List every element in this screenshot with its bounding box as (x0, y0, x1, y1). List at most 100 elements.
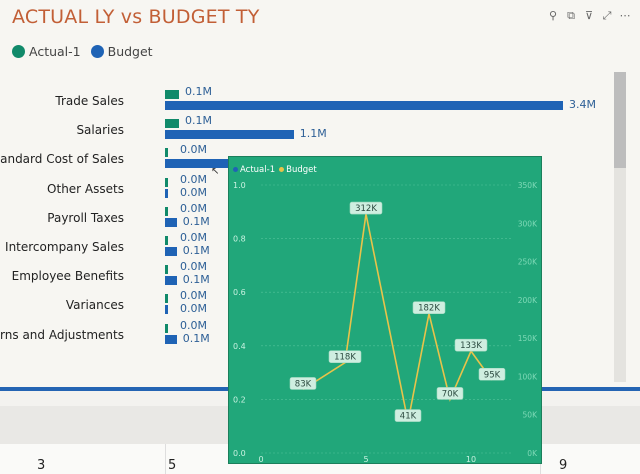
y-tick-right: 350K (518, 181, 538, 190)
bar-actual[interactable] (165, 265, 168, 275)
bar-budget[interactable] (165, 305, 168, 315)
bar-actual[interactable] (165, 206, 168, 216)
y-tick-left: 0.2 (233, 395, 246, 404)
data-label-box (478, 367, 506, 381)
category-label: Employee Benefits (11, 269, 124, 284)
y-tick-left: 0.0 (233, 449, 246, 458)
legend-item-budget[interactable]: Budget (90, 44, 153, 59)
chart-scrollbar[interactable] (614, 72, 626, 382)
copy-icon[interactable]: ⧉ (567, 9, 575, 22)
data-label-actual: 0.0M (180, 318, 207, 332)
bar-row[interactable]: Variances 0.0M 0.0M (0, 289, 610, 318)
data-label-actual: 0.1M (185, 114, 212, 128)
filter-icon[interactable]: ⊽ (584, 9, 594, 22)
data-label-actual: 0.0M (180, 289, 207, 303)
data-label-box (454, 338, 488, 352)
bar-budget[interactable] (165, 101, 563, 110)
bar-row[interactable]: Employee Benefits 0.0M 0.1M (0, 260, 610, 289)
bar-budget[interactable] (165, 276, 177, 286)
data-label: 83K (295, 379, 312, 389)
bar-row[interactable]: Intercompany Sales 0.0M 0.1M (0, 231, 610, 260)
data-label-box (349, 201, 383, 215)
legend-label-budget: Budget (107, 44, 153, 59)
data-label-actual: 0.0M (180, 172, 207, 186)
category-label: Salaries (76, 123, 124, 138)
budget-line (302, 213, 493, 422)
pin-icon[interactable]: ⚲ (548, 9, 558, 22)
bar-budget[interactable] (165, 159, 271, 169)
chart-title: ACTUAL LY vs BUDGET TY (12, 6, 260, 28)
data-label: 70K (442, 389, 459, 399)
category-label: Variances (65, 298, 124, 313)
y-tick-right: 300K (518, 219, 538, 228)
y-tick-left: 0.6 (233, 288, 246, 297)
category-label: Intercompany Sales (5, 240, 124, 254)
mouse-cursor-icon: ↖ (211, 166, 220, 177)
visual-header-icons: ⚲ ⧉ ⊽ ⤢ ⋯ (546, 9, 632, 23)
legend-label-actual: Actual-1 (29, 44, 81, 59)
tooltip-chart-svg: 1.0 0.8 0.6 0.4 0.2 0.0 350K 300K 250K 200K 150K 10… (233, 181, 539, 463)
y-tick-left: 0.4 (233, 342, 246, 351)
y-tick-right: 50K (523, 411, 539, 420)
data-label-box (412, 301, 446, 314)
more-options-icon[interactable]: ⋯ (619, 9, 631, 22)
chart-legend: Actual-1 Budget (12, 44, 153, 59)
category-label: Standard Cost of Sales (0, 152, 124, 167)
bar-budget[interactable] (165, 247, 177, 256)
category-label: Payroll Taxes (47, 210, 124, 225)
bar-budget[interactable] (165, 188, 168, 198)
category-label: Other Assets (47, 181, 124, 196)
category-label: Trade Sales (55, 94, 124, 108)
bar-budget[interactable] (165, 334, 177, 344)
bar-row[interactable]: Returns and Adjustments 0.0M0.1M (0, 319, 610, 348)
tooltip-legend: Actual-1 Budget (233, 165, 317, 175)
data-label-budget: 0.1M (182, 273, 210, 287)
bar-actual[interactable] (165, 90, 179, 99)
scrollbar-thumb[interactable] (614, 72, 626, 168)
focus-mode-icon[interactable]: ⤢ (602, 9, 612, 22)
tooltip-legend-actual: Actual-1 (233, 165, 275, 175)
y-tick-left: 1.0 (233, 181, 246, 190)
legend-item-actual[interactable]: Actual-1 (12, 44, 81, 59)
bar-row[interactable]: Standard Cost of Sales 0.0M (0, 143, 610, 172)
y-tick-right: 100K (518, 372, 538, 381)
bar-row[interactable]: Other Assets 0.0M 0.0M (0, 173, 610, 202)
bar-actual[interactable] (165, 294, 168, 304)
column-separator (165, 444, 166, 474)
data-label: 118K (334, 353, 356, 363)
category-label: Returns and Adjustments (0, 327, 124, 342)
bar-actual[interactable] (165, 323, 168, 333)
bar-budget[interactable] (165, 130, 294, 140)
x-tick: 10 (466, 455, 476, 463)
bar-actual[interactable] (165, 148, 168, 158)
data-label: 41K (400, 412, 417, 422)
bar-row[interactable]: Trade Sales 0.1M 3.4M (0, 85, 610, 114)
data-label: 312K (355, 204, 377, 214)
bar-actual[interactable] (165, 177, 168, 187)
column-number: 3 (37, 458, 46, 473)
y-tick-right: 0K (527, 449, 538, 458)
bar-row[interactable]: Salaries 0.1M 1.1M (0, 114, 610, 143)
data-label-budget: 3.4M (569, 98, 596, 111)
data-label-actual: 0.0M (180, 143, 207, 157)
data-label-box (436, 387, 464, 400)
data-label-box (328, 350, 362, 363)
data-label: 133K (460, 341, 482, 351)
data-label-budget: 0.1M (182, 214, 210, 228)
data-label: 95K (484, 370, 501, 380)
tooltip-legend-dot-budget (279, 167, 285, 172)
column-number: 5 (168, 458, 177, 473)
legend-dot-budget (90, 45, 104, 58)
bar-chart-area: Trade Sales 0.1M 3.4M Salaries 0.1M 1.1M Stand… (0, 84, 640, 354)
bar-budget[interactable] (165, 217, 177, 227)
bar-row[interactable]: Payroll Taxes 0.0M 0.1M (0, 202, 610, 231)
data-label-actual: 0.1M (185, 85, 212, 98)
data-label-budget: 0.1M (182, 331, 210, 345)
data-label: 182K (418, 304, 440, 314)
bar-actual[interactable] (165, 119, 179, 129)
bar-actual[interactable] (165, 236, 168, 245)
data-label-budget: 0.0M (180, 185, 207, 199)
data-label-budget: 1.1M (299, 127, 327, 141)
y-tick-left: 0.8 (233, 235, 246, 244)
x-tick: 5 (363, 455, 368, 463)
